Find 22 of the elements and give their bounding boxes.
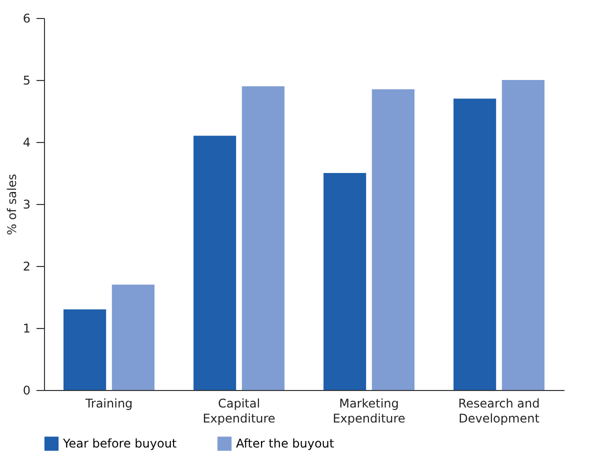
y-tick-label: 5	[22, 74, 30, 88]
bar	[502, 80, 544, 390]
bar	[372, 89, 414, 390]
bar	[64, 309, 106, 390]
bar	[112, 284, 154, 390]
bar	[454, 98, 496, 390]
y-tick-label: 3	[22, 198, 30, 212]
y-tick-label: 6	[22, 12, 30, 26]
bar	[324, 173, 366, 390]
bar	[242, 86, 284, 390]
y-tick-label: 1	[22, 322, 30, 336]
legend-label: After the buyout	[236, 436, 334, 451]
y-tick-label: 2	[22, 260, 30, 274]
legend-label: Year before buyout	[62, 436, 177, 451]
y-axis-title: % of sales	[4, 174, 19, 236]
x-tick-label: Capital Expenditure	[202, 396, 276, 426]
x-tick-label: Training	[84, 396, 133, 410]
y-tick-label: 0	[22, 384, 30, 398]
x-tick-label: Marketing Expenditure	[332, 396, 406, 426]
bar	[194, 136, 236, 390]
y-tick-label: 4	[22, 136, 30, 150]
x-tick-label: Research and Development	[458, 396, 540, 426]
